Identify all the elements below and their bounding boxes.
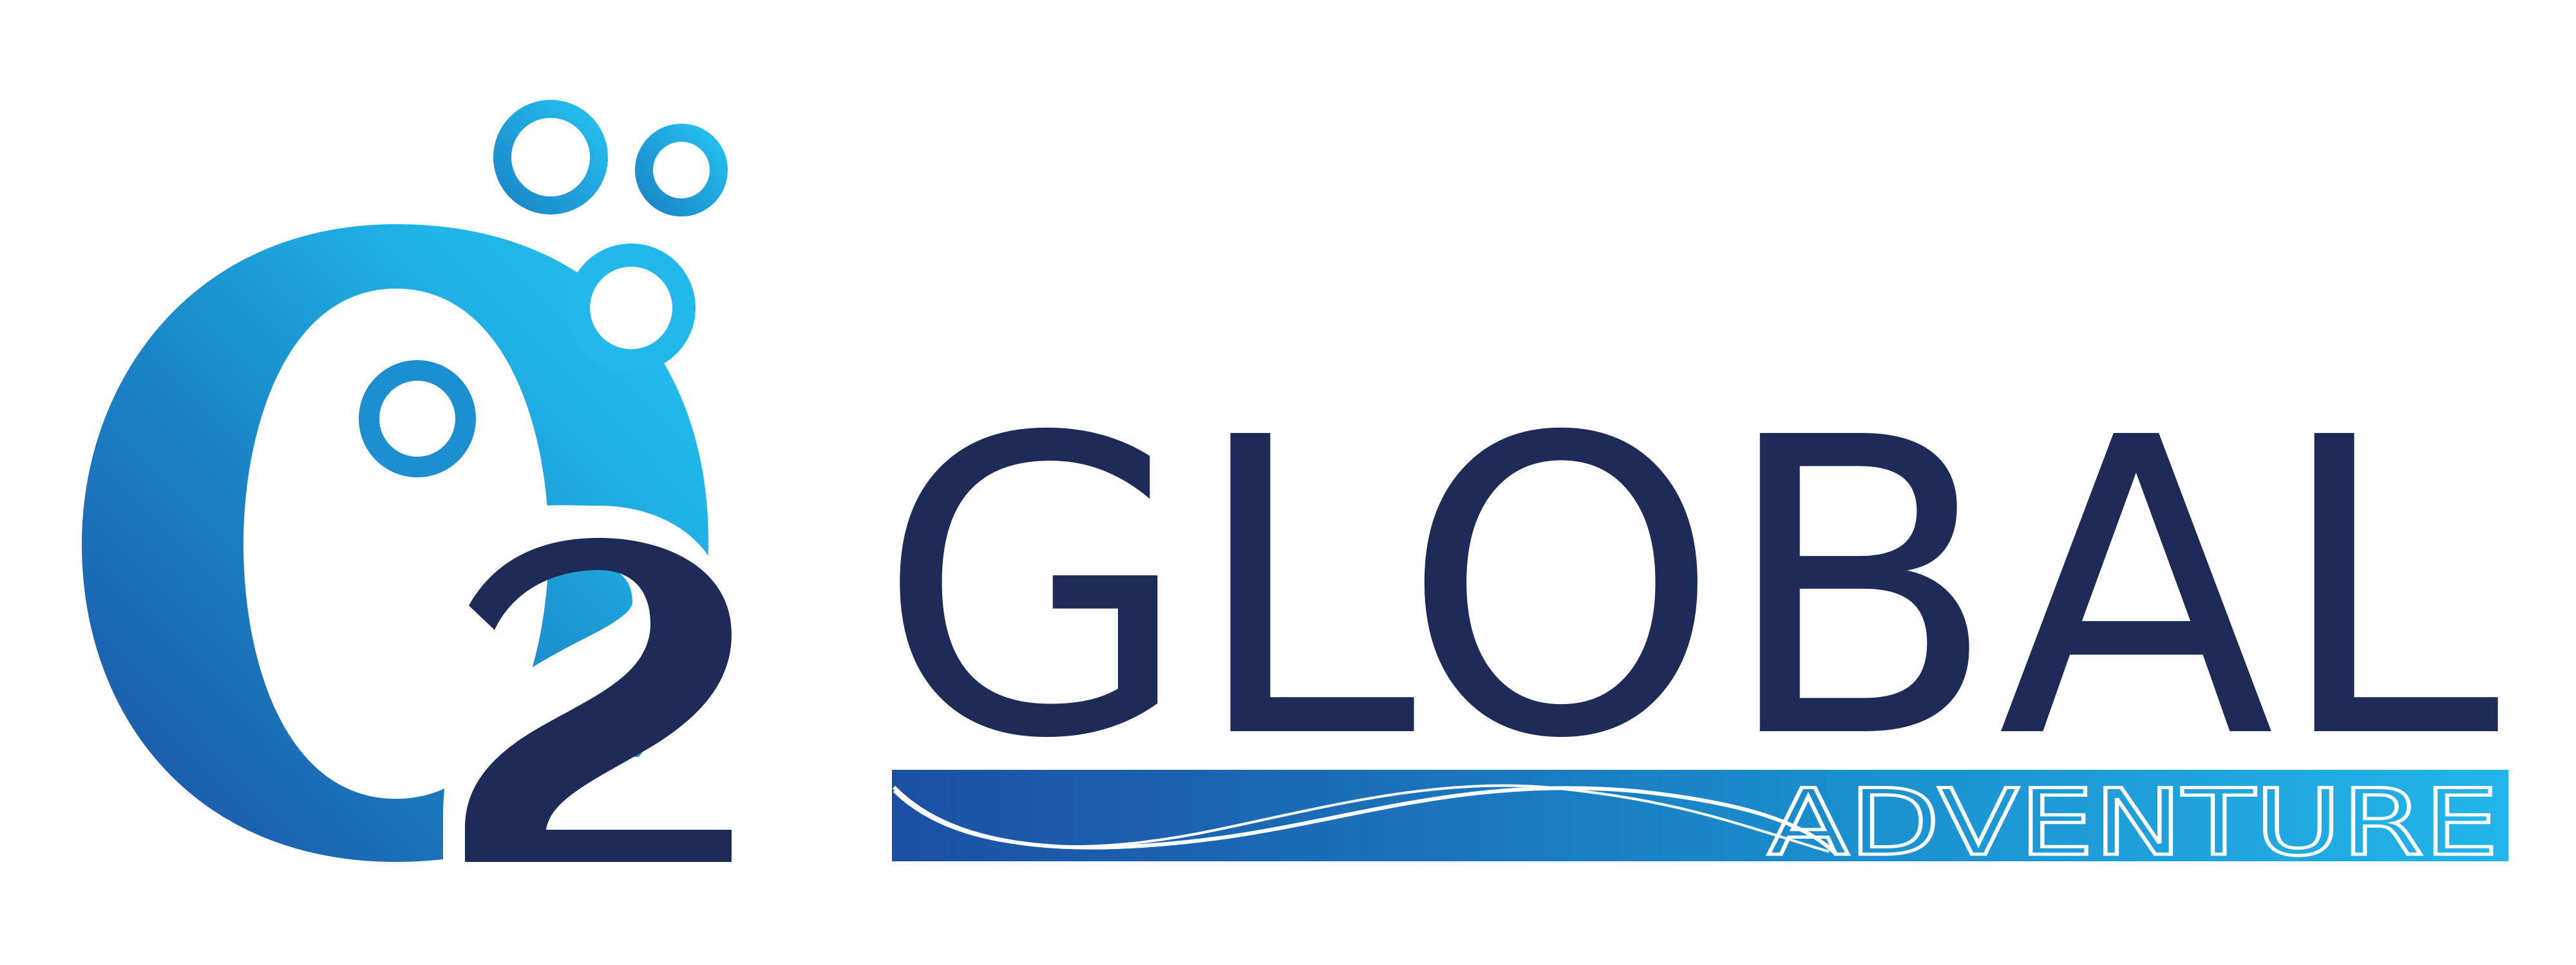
bubble-large-top-icon [493, 100, 608, 215]
o2-logo-mark [82, 100, 760, 866]
bubble-small-top-icon [635, 124, 728, 216]
wordmark-global: GLOBAL [877, 352, 2502, 828]
banner-wave-back-icon [893, 784, 1830, 853]
bubble-mid-right-icon [567, 244, 696, 372]
tagline-adventure: ADVENTURE [1768, 770, 2499, 876]
digit-two [465, 538, 732, 862]
adventure-banner: ADVENTURE [892, 769, 2508, 878]
bubble-inner-left-icon [359, 360, 476, 477]
